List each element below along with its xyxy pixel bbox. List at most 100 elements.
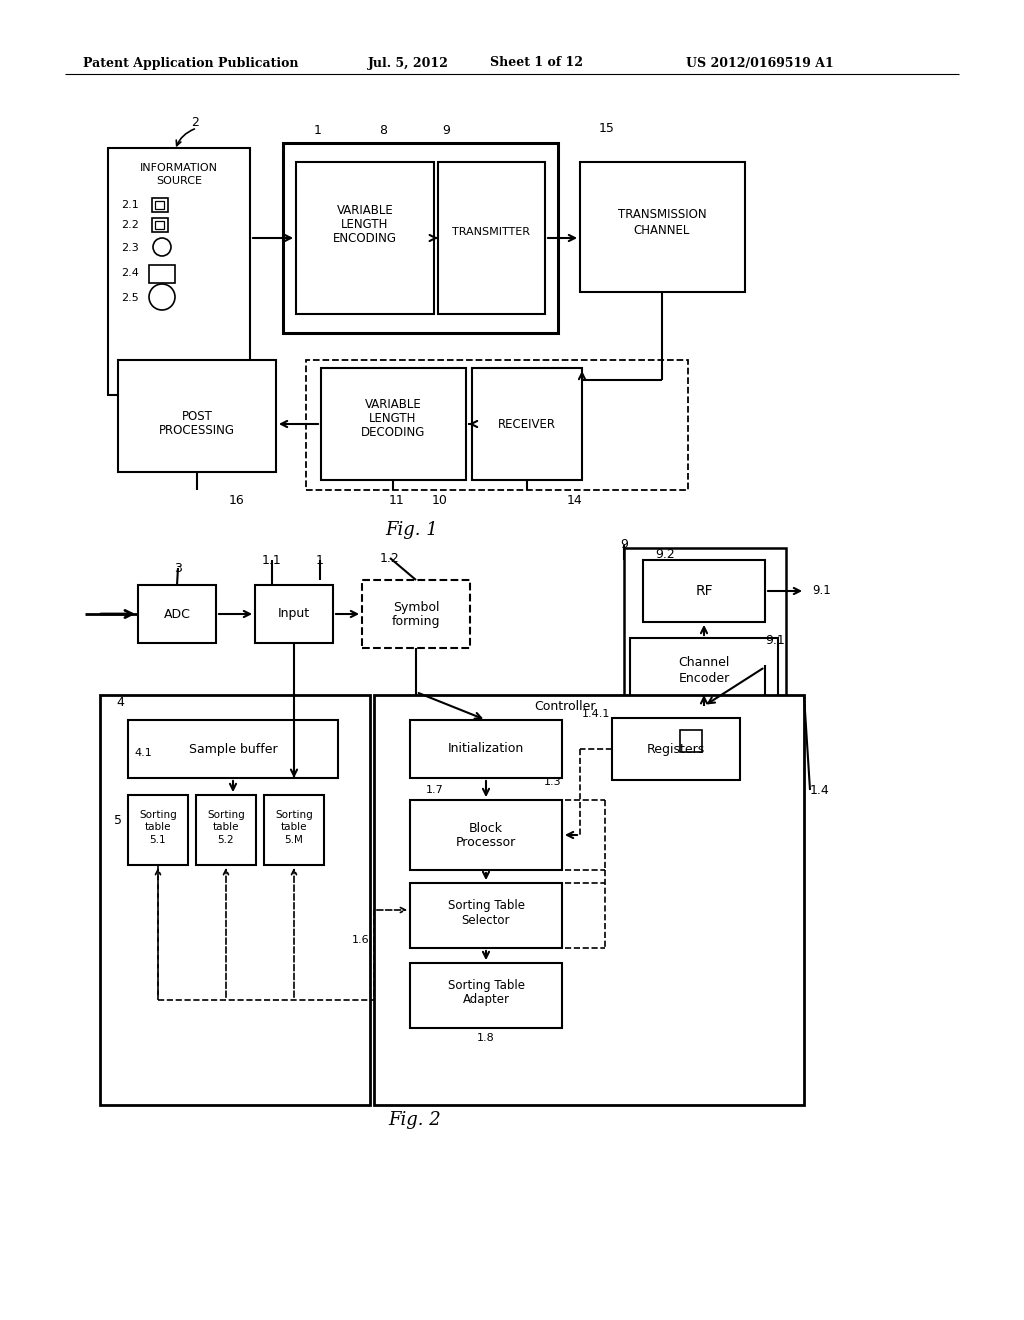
Text: 2.5: 2.5 — [121, 293, 139, 304]
Text: table: table — [213, 822, 240, 832]
Text: 2.2: 2.2 — [121, 220, 139, 230]
Text: 5: 5 — [114, 813, 122, 826]
Bar — [321, 368, 466, 480]
Text: 5.2: 5.2 — [218, 836, 234, 845]
Text: table: table — [144, 822, 171, 832]
Bar — [283, 143, 558, 333]
Bar — [438, 162, 545, 314]
Text: 4.1: 4.1 — [134, 748, 152, 758]
Bar — [374, 696, 804, 1105]
Bar — [118, 360, 276, 473]
Bar — [296, 162, 434, 314]
Bar — [624, 548, 786, 718]
Text: 1.4: 1.4 — [810, 784, 829, 796]
Text: 1: 1 — [316, 553, 324, 566]
Text: Initialization: Initialization — [447, 742, 524, 755]
Text: table: table — [281, 822, 307, 832]
Text: Input: Input — [278, 607, 310, 620]
Text: TRANSMISSION: TRANSMISSION — [617, 209, 707, 222]
Text: 1.2: 1.2 — [380, 552, 400, 565]
Text: Encoder: Encoder — [678, 672, 730, 685]
Bar — [108, 148, 250, 395]
Text: 9.1: 9.1 — [765, 634, 784, 647]
Bar — [410, 800, 562, 870]
Bar — [410, 883, 562, 948]
Text: 1: 1 — [314, 124, 322, 136]
Bar — [255, 585, 333, 643]
Text: ENCODING: ENCODING — [333, 231, 397, 244]
Text: RECEIVER: RECEIVER — [498, 417, 556, 430]
Bar — [138, 585, 216, 643]
Bar — [362, 579, 470, 648]
Text: 2.4: 2.4 — [121, 268, 139, 279]
Text: 4: 4 — [116, 697, 124, 710]
Text: ADC: ADC — [164, 607, 190, 620]
Bar — [643, 560, 765, 622]
Text: RF: RF — [695, 583, 713, 598]
Text: 15: 15 — [599, 121, 615, 135]
Text: LENGTH: LENGTH — [341, 218, 389, 231]
Text: Fig. 1: Fig. 1 — [386, 521, 438, 539]
Text: DECODING: DECODING — [360, 426, 425, 440]
Text: 10: 10 — [432, 494, 447, 507]
Text: Sorting: Sorting — [207, 810, 245, 820]
Text: 8: 8 — [379, 124, 387, 136]
Bar — [196, 795, 256, 865]
Text: SOURCE: SOURCE — [156, 176, 202, 186]
Bar — [630, 638, 778, 706]
Bar — [152, 218, 168, 232]
Text: 9.2: 9.2 — [655, 548, 675, 561]
Text: 2.1: 2.1 — [121, 201, 139, 210]
Bar — [306, 360, 688, 490]
Text: CHANNEL: CHANNEL — [634, 223, 690, 236]
Text: 2: 2 — [191, 116, 199, 129]
Bar — [612, 718, 740, 780]
Text: Sorting: Sorting — [139, 810, 177, 820]
Bar — [410, 719, 562, 777]
Text: 1.8: 1.8 — [477, 1034, 495, 1043]
Bar — [264, 795, 324, 865]
Bar — [472, 368, 582, 480]
Text: Fig. 2: Fig. 2 — [389, 1111, 441, 1129]
Text: 11: 11 — [389, 494, 404, 507]
Text: 3: 3 — [174, 561, 182, 574]
Bar — [410, 964, 562, 1028]
Text: US 2012/0169519 A1: US 2012/0169519 A1 — [686, 57, 834, 70]
Text: Adapter: Adapter — [463, 994, 510, 1006]
Text: PROCESSING: PROCESSING — [159, 424, 234, 437]
Text: 1.4.1: 1.4.1 — [582, 709, 610, 719]
Text: 9.1: 9.1 — [812, 585, 830, 598]
Text: Block: Block — [469, 821, 503, 834]
Text: VARIABLE: VARIABLE — [337, 203, 393, 216]
Text: Sample buffer: Sample buffer — [188, 742, 278, 755]
Text: 1.6: 1.6 — [352, 935, 370, 945]
Text: Patent Application Publication: Patent Application Publication — [83, 57, 299, 70]
Text: 1.3: 1.3 — [544, 777, 562, 787]
Text: Channel: Channel — [678, 656, 730, 669]
Text: forming: forming — [392, 615, 440, 627]
Text: Sorting Table: Sorting Table — [447, 978, 524, 991]
Text: Jul. 5, 2012: Jul. 5, 2012 — [368, 57, 449, 70]
Bar — [155, 220, 164, 228]
Bar — [128, 795, 188, 865]
Text: Symbol: Symbol — [393, 601, 439, 614]
Bar — [150, 265, 175, 282]
Text: Sorting: Sorting — [275, 810, 313, 820]
Text: TRANSMITTER: TRANSMITTER — [452, 227, 530, 238]
Text: VARIABLE: VARIABLE — [365, 399, 421, 412]
Bar — [155, 201, 164, 209]
Text: 16: 16 — [229, 494, 245, 507]
Text: Controller: Controller — [535, 701, 596, 714]
Text: Processor: Processor — [456, 837, 516, 850]
Text: POST: POST — [181, 409, 212, 422]
Text: Selector: Selector — [462, 913, 510, 927]
Text: 9: 9 — [442, 124, 450, 136]
Text: Registers: Registers — [647, 742, 706, 755]
Text: 2.3: 2.3 — [121, 243, 139, 253]
Text: LENGTH: LENGTH — [370, 412, 417, 425]
Bar — [680, 730, 702, 752]
Text: 9: 9 — [621, 539, 628, 552]
Text: 14: 14 — [567, 494, 583, 507]
Bar — [152, 198, 168, 213]
Text: 5.1: 5.1 — [150, 836, 166, 845]
